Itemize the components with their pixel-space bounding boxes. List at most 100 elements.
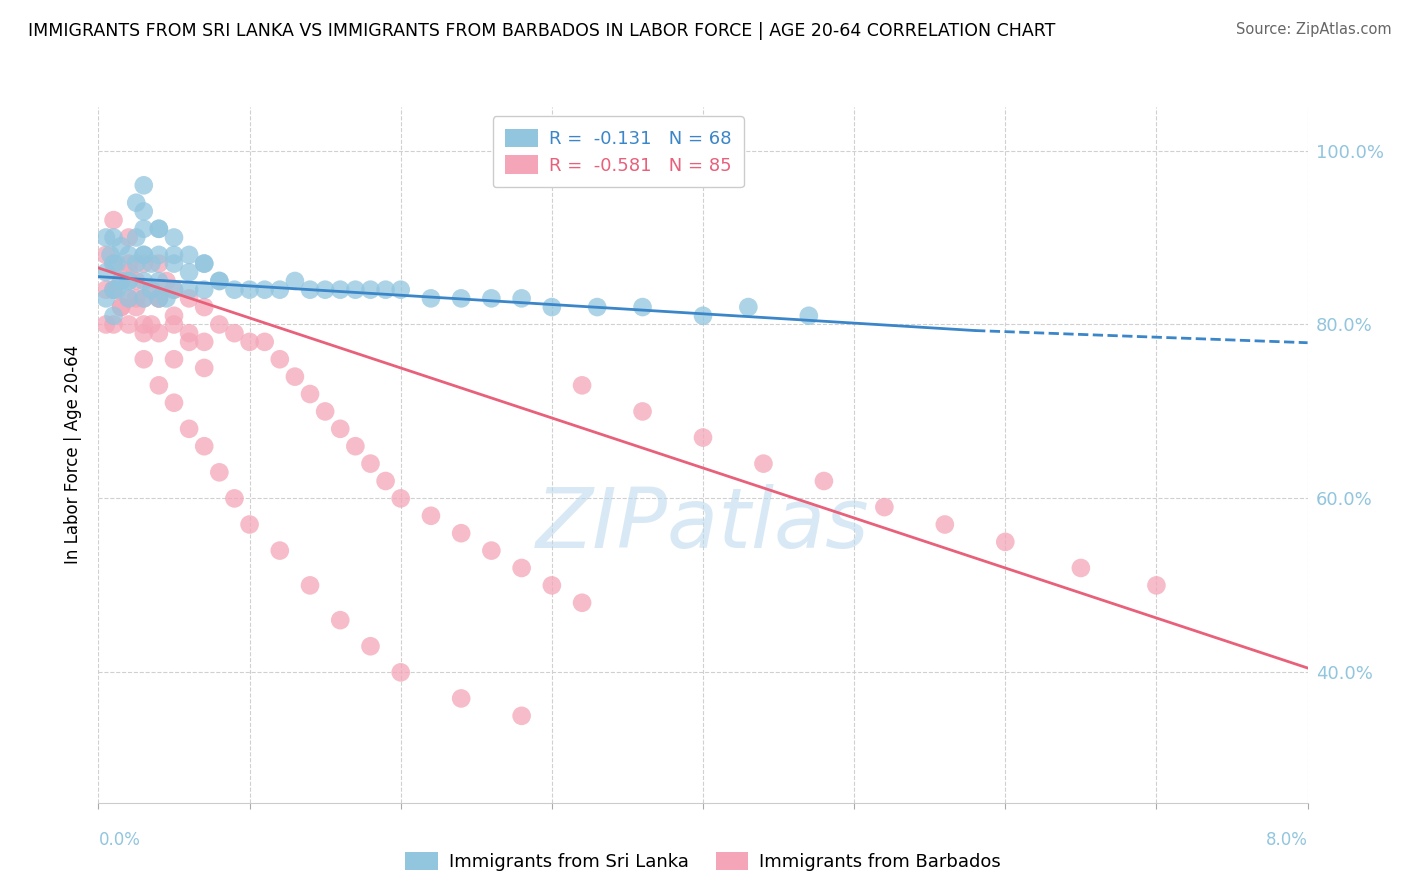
Point — [329, 283, 352, 297]
Point — [103, 283, 125, 297]
Point — [208, 466, 231, 480]
Point — [299, 578, 322, 592]
Point — [155, 274, 177, 288]
Point — [148, 222, 170, 236]
Point — [374, 283, 396, 297]
Point — [141, 318, 163, 332]
Point — [125, 230, 148, 244]
Point — [329, 422, 352, 436]
Point — [1070, 561, 1092, 575]
Point — [179, 422, 201, 436]
Point — [208, 274, 231, 288]
Point — [389, 665, 412, 680]
Legend: Immigrants from Sri Lanka, Immigrants from Barbados: Immigrants from Sri Lanka, Immigrants fr… — [398, 845, 1008, 879]
Point — [94, 318, 117, 332]
Point — [631, 300, 654, 314]
Point — [118, 265, 141, 279]
Point — [100, 248, 122, 262]
Point — [163, 283, 186, 297]
Point — [132, 248, 155, 262]
Point — [163, 248, 186, 262]
Point — [692, 309, 714, 323]
Point — [1146, 578, 1168, 592]
Text: Source: ZipAtlas.com: Source: ZipAtlas.com — [1236, 22, 1392, 37]
Point — [284, 369, 307, 384]
Point — [389, 491, 412, 506]
Point — [132, 257, 155, 271]
Point — [103, 283, 125, 297]
Point — [179, 265, 201, 279]
Point — [163, 257, 186, 271]
Point — [118, 274, 141, 288]
Point — [239, 517, 262, 532]
Point — [193, 257, 215, 271]
Point — [571, 378, 593, 392]
Point — [163, 283, 186, 297]
Point — [132, 178, 155, 193]
Point — [193, 257, 215, 271]
Point — [141, 283, 163, 297]
Point — [118, 274, 141, 288]
Point — [163, 230, 186, 244]
Point — [179, 334, 201, 349]
Point — [586, 300, 609, 314]
Point — [125, 195, 148, 210]
Point — [103, 230, 125, 244]
Point — [132, 318, 155, 332]
Point — [208, 318, 231, 332]
Point — [110, 300, 132, 314]
Point — [163, 352, 186, 367]
Point — [541, 578, 564, 592]
Point — [148, 291, 170, 305]
Point — [360, 283, 382, 297]
Point — [94, 291, 117, 305]
Point — [103, 318, 125, 332]
Point — [253, 283, 276, 297]
Point — [193, 300, 215, 314]
Point — [163, 318, 186, 332]
Point — [132, 248, 155, 262]
Point — [360, 639, 382, 653]
Point — [132, 222, 155, 236]
Point — [155, 291, 177, 305]
Point — [450, 526, 472, 541]
Point — [284, 274, 307, 288]
Point — [571, 596, 593, 610]
Point — [148, 291, 170, 305]
Point — [141, 257, 163, 271]
Point — [148, 222, 170, 236]
Point — [193, 439, 215, 453]
Point — [374, 474, 396, 488]
Point — [148, 248, 170, 262]
Point — [148, 274, 170, 288]
Point — [118, 291, 141, 305]
Y-axis label: In Labor Force | Age 20-64: In Labor Force | Age 20-64 — [65, 345, 83, 565]
Point — [163, 396, 186, 410]
Point — [125, 291, 148, 305]
Point — [193, 360, 215, 375]
Point — [314, 283, 336, 297]
Point — [94, 283, 117, 297]
Point — [148, 291, 170, 305]
Point — [737, 300, 759, 314]
Point — [179, 291, 201, 305]
Text: 0.0%: 0.0% — [98, 830, 141, 848]
Point — [253, 334, 276, 349]
Point — [179, 283, 201, 297]
Point — [314, 404, 336, 418]
Point — [132, 274, 155, 288]
Point — [481, 543, 503, 558]
Point — [420, 291, 443, 305]
Point — [450, 691, 472, 706]
Point — [125, 257, 148, 271]
Point — [510, 291, 533, 305]
Point — [103, 283, 125, 297]
Point — [752, 457, 775, 471]
Point — [105, 283, 128, 297]
Point — [193, 334, 215, 349]
Point — [118, 257, 141, 271]
Point — [420, 508, 443, 523]
Point — [541, 300, 564, 314]
Point — [132, 291, 155, 305]
Point — [631, 404, 654, 418]
